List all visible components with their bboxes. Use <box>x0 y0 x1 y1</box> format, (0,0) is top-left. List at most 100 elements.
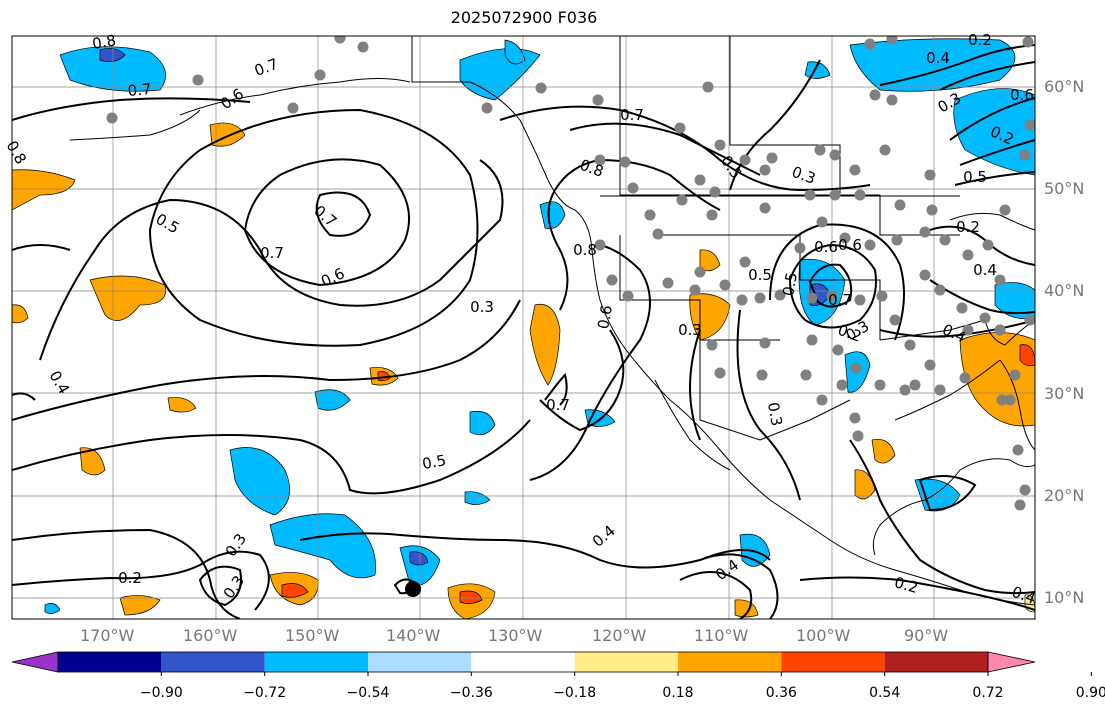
station-dot <box>592 94 604 106</box>
colorbar-segment <box>884 652 988 672</box>
station-dot <box>1024 119 1035 131</box>
station-dot <box>850 362 862 374</box>
station-dot <box>996 394 1008 406</box>
colorbar-tick-label: −0.72 <box>243 685 286 701</box>
station-dot <box>334 36 346 44</box>
orange-patch-11 <box>79 447 106 476</box>
colorbar-tick-label: −0.90 <box>140 685 183 701</box>
station-dot <box>287 102 299 114</box>
lon-label-100w: 100°W <box>796 626 851 645</box>
orange-patch-3 <box>89 275 167 321</box>
station-dot <box>606 274 618 286</box>
contour-label: 0.2 <box>956 218 980 236</box>
orange-patch-16 <box>871 439 896 464</box>
station-dot <box>999 204 1011 216</box>
station-dot <box>894 199 906 211</box>
station-dot <box>694 174 706 186</box>
station-dot <box>886 36 898 45</box>
colorbar-segment <box>574 652 678 672</box>
blue-patch-19 <box>409 551 429 566</box>
lon-label-160w: 160°W <box>183 626 238 645</box>
station-dot <box>1012 444 1024 456</box>
colorbar-segment <box>161 652 265 672</box>
station-dot <box>106 112 118 124</box>
contour-label: 0.7 <box>620 106 644 124</box>
station-dot <box>694 266 706 278</box>
station-dot <box>754 292 766 304</box>
colorbar-tick-label: 0.36 <box>766 685 797 701</box>
station-dot <box>869 89 881 101</box>
station-dot <box>739 154 751 166</box>
contour-label: 0.5 <box>963 168 987 186</box>
lat-label-60n: 60°N <box>1044 77 1085 96</box>
station-dot <box>904 339 916 351</box>
station-dot <box>627 182 639 194</box>
station-dot <box>854 294 866 306</box>
station-dot <box>849 412 861 424</box>
station-dot <box>816 394 828 406</box>
station-dots <box>106 36 1035 511</box>
station-dot <box>709 186 721 198</box>
station-dot <box>706 339 718 351</box>
orange-patch-1 <box>12 169 76 211</box>
contour-label: 0.7 <box>260 244 284 262</box>
lon-label-150w: 150°W <box>285 626 340 645</box>
map-frame-bg <box>12 36 1035 619</box>
station-dot <box>1019 484 1031 496</box>
colorbar-segment <box>264 652 368 672</box>
station-dot <box>481 102 493 114</box>
station-dot <box>826 290 838 302</box>
station-dot <box>357 41 369 53</box>
blue-patch-2 <box>99 48 126 62</box>
contour-lines <box>12 44 1035 619</box>
station-dot <box>714 367 726 379</box>
station-dot <box>979 312 991 324</box>
station-dot <box>849 164 861 176</box>
station-dot <box>926 204 938 216</box>
colorbar: −0.90 −0.72 −0.54 −0.36 −0.18 0.18 0.36 0.54 0.7… <box>11 651 1105 701</box>
colorbar-tick-label: −0.54 <box>347 685 390 701</box>
station-dot <box>886 94 898 106</box>
blue-patch-13 <box>314 389 351 411</box>
contour-label: 0.8 <box>91 31 118 53</box>
station-dot <box>934 384 946 396</box>
station-dot <box>689 284 701 296</box>
station-dot <box>736 294 748 306</box>
station-dot <box>594 154 606 166</box>
station-dot <box>759 164 771 176</box>
red-patch-3 <box>281 583 309 598</box>
station-dot <box>939 234 951 246</box>
contour-label: 0.2 <box>118 569 142 587</box>
colorbar-segment <box>471 652 575 672</box>
colorbar-tick-label: 0.54 <box>869 685 900 701</box>
blue-patch-4 <box>504 39 526 65</box>
station-dot <box>829 149 841 161</box>
station-dot <box>891 234 903 246</box>
contour-label: 0.7 <box>546 396 570 414</box>
lat-label-30n: 30°N <box>1044 384 1085 403</box>
blue-patch-6 <box>953 88 1035 176</box>
station-dot <box>994 274 1006 286</box>
station-dot <box>956 302 968 314</box>
station-dot <box>759 337 771 349</box>
contour-label: 0.4 <box>926 49 950 67</box>
station-dot <box>759 202 771 214</box>
station-dot <box>864 239 876 251</box>
contour-label: 0.3 <box>470 298 494 316</box>
lat-label-50n: 50°N <box>1044 179 1085 198</box>
station-dot <box>644 209 656 221</box>
contour-label: 0.3 <box>764 401 786 428</box>
station-dot <box>962 324 974 336</box>
contour-label: 0.6 <box>594 304 616 331</box>
blue-patch-12 <box>994 282 1035 320</box>
colorbar-segment <box>678 652 782 672</box>
graticule <box>12 36 1035 619</box>
station-dot <box>919 269 931 281</box>
blue-patch-20 <box>464 491 491 505</box>
station-dot <box>1024 314 1035 326</box>
station-dot <box>806 292 818 304</box>
contour-label: 0.6 <box>838 236 862 254</box>
colorbar-tick-label: 0.72 <box>972 685 1003 701</box>
station-dot <box>1004 394 1016 406</box>
colorbar-tick-label: −0.36 <box>450 685 493 701</box>
